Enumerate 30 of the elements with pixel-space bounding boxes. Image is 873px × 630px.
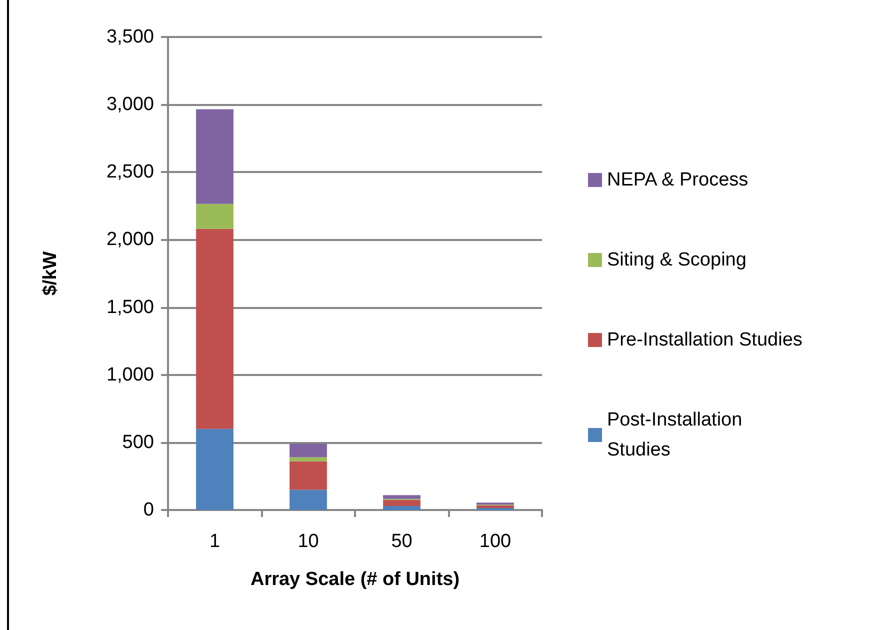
bar [196,228,234,429]
y-tick-label: 3,000 [106,94,154,116]
bar [383,500,420,506]
y-tick-label: 500 [122,432,154,453]
legend-label: NEPA & Process [607,170,748,190]
legend-label: Siting & Scoping [607,250,746,270]
legend-label: Pre-Installation Studies [607,330,802,350]
x-tick-label: 10 [298,531,319,552]
x-axis-title: Array Scale (# of Units) [250,569,460,590]
x-tick-label: 1 [209,531,220,552]
y-tick-label: 2,500 [106,162,154,183]
bar [290,490,327,510]
bar [290,457,327,462]
y-tick-label: 2,000 [106,229,154,250]
legend-label: Post-Installation Studies [607,410,748,460]
y-tick-label: 1,500 [106,296,154,318]
bar [383,495,420,499]
bar [196,428,234,510]
bar [383,506,420,510]
bar [290,461,327,490]
bar [290,444,327,458]
x-tick-label: 50 [391,531,412,552]
y-tick-label: 1,000 [106,364,154,386]
y-tick-label: 0 [143,500,154,520]
bar [196,109,234,204]
x-tick-label: 100 [479,531,512,552]
y-tick-label: 3,500 [106,26,154,48]
bar [196,204,234,229]
bar [476,505,514,508]
y-axis-title: $/kW [40,251,61,296]
